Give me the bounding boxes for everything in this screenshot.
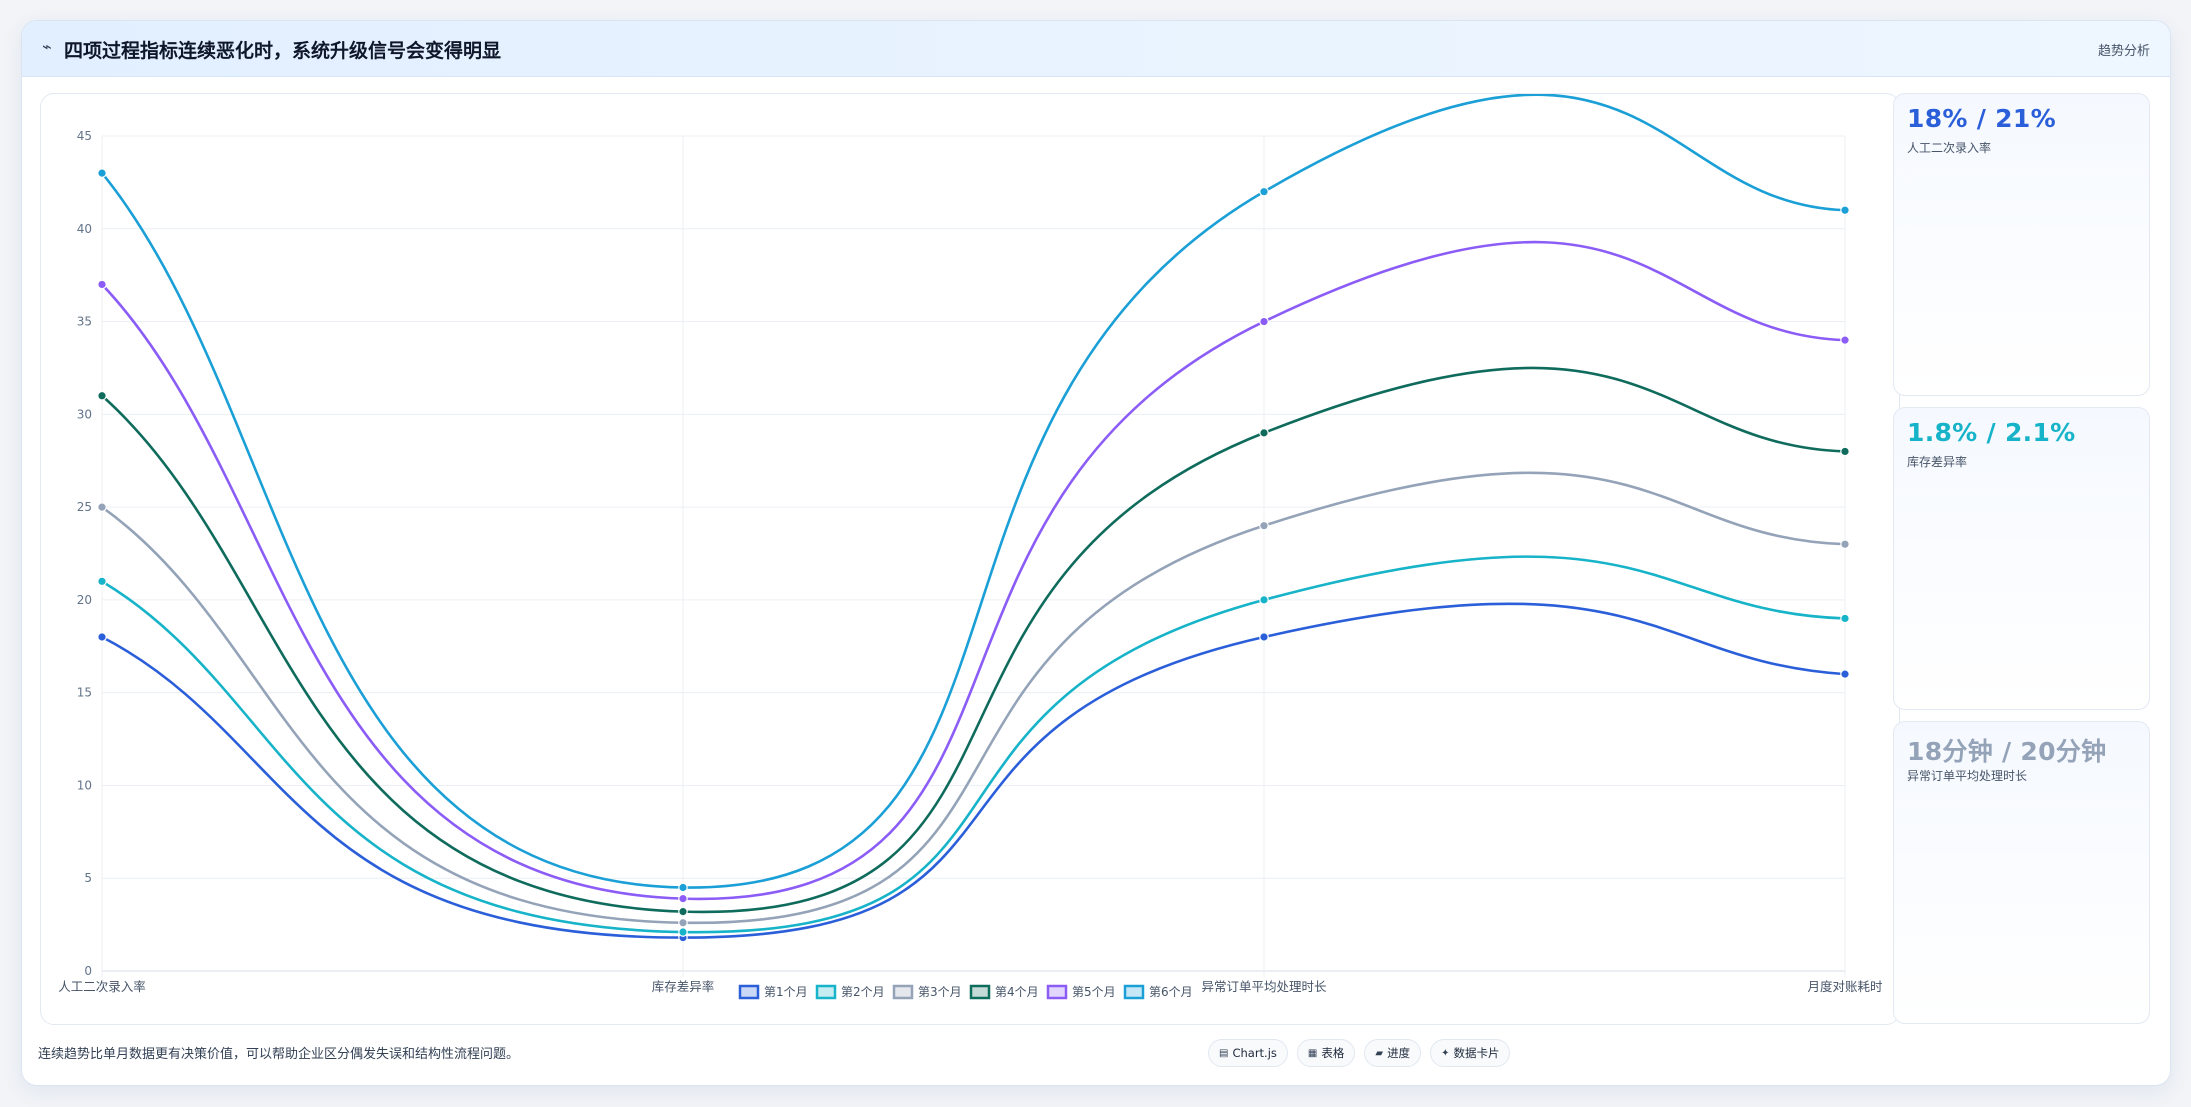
legend-swatch [1123, 984, 1145, 1000]
chip-chartjs[interactable]: ▤ Chart.js [1208, 1039, 1288, 1067]
y-tick-label: 40 [77, 222, 92, 236]
data-point [1840, 669, 1850, 679]
y-tick-label: 20 [77, 593, 92, 607]
kpi-value: 18% / 21% [1907, 104, 2056, 133]
data-point [97, 632, 107, 642]
data-point [678, 906, 688, 917]
chart-card: 0 5 10 15 20 25 30 35 40 45 人工二次录入率 库存差异率 异常订单平均处理时长… [40, 93, 1900, 1025]
series-line-3 [101, 471, 1846, 925]
table-icon: ▦ [1307, 1047, 1318, 1059]
series-line-1 [101, 602, 1846, 939]
legend-label: 第2个月 [841, 985, 885, 999]
y-tick-label: 45 [77, 129, 92, 143]
y-tick-label: 25 [77, 500, 92, 514]
legend-swatch [892, 984, 914, 1000]
legend-label: 第4个月 [995, 985, 1039, 999]
y-tick-label: 15 [77, 686, 92, 700]
chip-row: ▤ Chart.js ▦ 表格 ▰ 进度 ✦ 数据卡片 [1208, 1039, 1511, 1067]
page-title: 四项过程指标连续恶化时，系统升级信号会变得明显 [64, 40, 502, 62]
legend-label: 第1个月 [764, 985, 808, 999]
data-point [97, 279, 107, 290]
kpi-label: 库存差异率 [1907, 455, 1968, 469]
data-point [678, 893, 688, 904]
y-tick-label: 5 [84, 871, 92, 885]
data-point [1840, 539, 1850, 550]
data-point [97, 502, 107, 512]
data-point [1840, 335, 1850, 345]
data-point [678, 927, 688, 937]
chip-label: 数据卡片 [1453, 1046, 1500, 1060]
x-tick-label: 异常订单平均处理时长 [1201, 979, 1327, 994]
data-point [97, 390, 107, 401]
chip-label: 进度 [1387, 1046, 1411, 1060]
sparkle-icon: ✦ [1441, 1047, 1450, 1059]
x-tick-label: 人工二次录入率 [58, 979, 146, 994]
kpi-card-3: 18分钟 / 20分钟 异常订单平均处理时长 [1893, 721, 2150, 1024]
data-point [1259, 632, 1269, 642]
y-tick-label: 10 [77, 778, 92, 792]
progress-icon: ▰ [1375, 1047, 1384, 1059]
legend-label: 第3个月 [918, 985, 962, 999]
chart-icon: ▤ [1219, 1047, 1229, 1059]
kpi-card-2: 1.8% / 2.1% 库存差异率 [1893, 407, 2150, 710]
chip-table[interactable]: ▦ 表格 [1296, 1039, 1356, 1067]
kpi-value: 1.8% / 2.1% [1907, 418, 2076, 447]
kpi-card-1: 18% / 21% 人工二次录入率 [1893, 93, 2150, 396]
legend-label: 第5个月 [1072, 985, 1116, 999]
data-point [97, 168, 107, 178]
header-tag: 趋势分析 [2097, 44, 2150, 59]
series-line-6 [100, 94, 1846, 889]
data-point [1259, 186, 1269, 197]
data-point [678, 882, 688, 893]
panel-header: ⌁ 四项过程指标连续恶化时，系统升级信号会变得明显 趋势分析 [22, 21, 2170, 77]
data-point [1259, 316, 1269, 327]
dashboard-panel: ⌁ 四项过程指标连续恶化时，系统升级信号会变得明显 趋势分析 0 5 10 15 20 2… [21, 20, 2171, 1086]
kpi-value: 18分钟 / 20分钟 [1907, 737, 2107, 766]
chip-label: 表格 [1321, 1046, 1345, 1060]
legend-swatch [969, 984, 991, 1000]
data-point [1259, 595, 1269, 605]
data-point [678, 917, 688, 928]
chip-label: Chart.js [1232, 1046, 1277, 1060]
data-point [97, 576, 107, 587]
series-line-4 [101, 366, 1846, 914]
kpi-label: 异常订单平均处理时长 [1907, 769, 2028, 783]
kpi-label: 人工二次录入率 [1907, 141, 1992, 155]
y-tick-label: 35 [77, 315, 92, 329]
series-line-5 [101, 240, 1846, 901]
x-tick-label: 库存差异率 [652, 979, 715, 994]
data-point [1259, 520, 1269, 531]
data-point [1840, 205, 1850, 216]
trend-line-icon: ⌁ [42, 37, 52, 56]
line-chart: 0 5 10 15 20 25 30 35 40 45 人工二次录入率 库存差异率 异常订单平均处理时长… [58, 94, 1883, 1000]
y-tick-label: 0 [84, 964, 92, 978]
legend-swatch [1046, 984, 1068, 1000]
legend-label: 第6个月 [1149, 985, 1193, 999]
x-tick-label: 月度对账耗时 [1807, 979, 1883, 994]
data-point [1840, 446, 1850, 457]
series-line-2 [101, 555, 1846, 934]
footer-note: 连续趋势比单月数据更有决策价值，可以帮助企业区分偶发失误和结构性流程问题。 [38, 1047, 520, 1062]
y-tick-label: 30 [77, 407, 92, 421]
data-point [1259, 428, 1269, 438]
chip-progress[interactable]: ▰ 进度 [1364, 1039, 1422, 1067]
chip-data-card[interactable]: ✦ 数据卡片 [1430, 1039, 1511, 1067]
legend-swatch [815, 984, 837, 1000]
data-point [1840, 613, 1850, 624]
legend-swatch [738, 984, 760, 1000]
